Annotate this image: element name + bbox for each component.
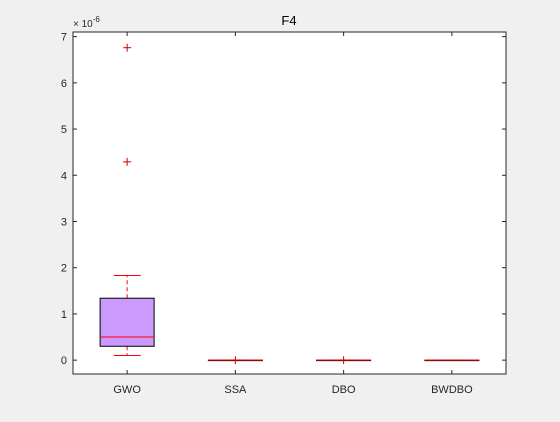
y-tick-label: 6 xyxy=(61,78,67,90)
x-tick-label: BWDBO xyxy=(431,384,473,396)
x-axis: GWO SSA DBO BWDBO xyxy=(113,32,473,396)
y-axis: 0 1 2 3 4 5 6 7 xyxy=(61,32,506,367)
y-exponent-value: -6 xyxy=(93,15,101,24)
y-tick-label: 7 xyxy=(61,32,67,44)
y-tick-label: 3 xyxy=(61,216,67,228)
y-tick-label: 1 xyxy=(61,309,67,321)
x-tick-label: SSA xyxy=(224,384,247,396)
outlier-marker xyxy=(231,356,240,365)
box-group-dbo xyxy=(316,356,372,365)
box-group-bwdbo xyxy=(424,359,480,362)
x-tick-label: DBO xyxy=(332,384,356,396)
svg-text:× 10-6: × 10-6 xyxy=(73,15,100,30)
outlier-marker xyxy=(123,157,132,166)
outlier-marker xyxy=(339,356,348,365)
y-tick-label: 2 xyxy=(61,263,67,275)
y-tick-label: 5 xyxy=(61,124,67,136)
y-tick-label: 0 xyxy=(61,355,67,367)
boxes-layer xyxy=(99,43,480,365)
box-group-ssa xyxy=(207,356,263,365)
axes-frame xyxy=(72,31,507,375)
box-iqr xyxy=(99,297,155,347)
y-exponent-prefix: × 10 xyxy=(73,19,93,30)
x-tick-label: GWO xyxy=(113,384,141,396)
y-tick-label: 4 xyxy=(61,170,67,182)
y-exponent-label: × 10-6 xyxy=(73,15,100,30)
outlier-marker xyxy=(123,43,132,52)
box-group-gwo xyxy=(99,43,155,357)
chart-title: F4 xyxy=(281,13,296,28)
